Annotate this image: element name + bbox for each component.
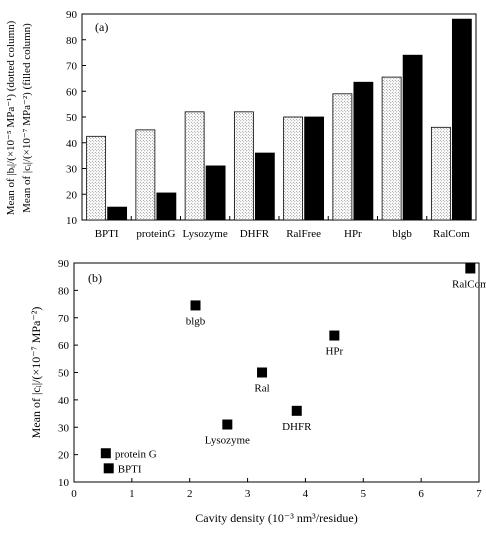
y-tick-label: 20 — [58, 450, 70, 462]
y-tick-label: 80 — [66, 35, 78, 47]
scatter-point — [329, 330, 340, 341]
y-tick-label: 50 — [58, 368, 70, 380]
x-category-label: Lysozyme — [183, 228, 228, 240]
y-axis-label-filled: Mean of |cᵢ|/(×10⁻⁷ MPa⁻²) (filled colum… — [21, 23, 33, 213]
y-tick-label: 60 — [58, 340, 70, 352]
bar-dotted — [283, 116, 304, 221]
bar-dotted — [86, 135, 107, 221]
scatter-point — [291, 405, 302, 416]
bar-filled — [107, 206, 128, 221]
y-tick-label: 10 — [58, 477, 70, 489]
bar-dotted — [184, 111, 205, 221]
y-tick-label: 40 — [66, 138, 78, 150]
scatter-point — [222, 419, 233, 430]
point-label: Lysozyme — [205, 435, 250, 447]
x-tick-label: 5 — [361, 488, 367, 500]
point-label: HPr — [325, 346, 343, 358]
y-tick-label: 80 — [58, 285, 70, 297]
x-axis-label: Cavity density (10⁻³ nm³/residue) — [195, 511, 358, 525]
y-tick-label: 90 — [66, 9, 78, 21]
panel-label: (a) — [95, 20, 108, 34]
point-label: RalCom — [452, 278, 486, 290]
bar-filled — [451, 18, 472, 221]
y-tick-label: 40 — [58, 395, 70, 407]
y-tick-label: 30 — [58, 422, 70, 434]
panel-a-bar-chart: 10 20 30 40 50 60 70 80 90 (a) BPTI proteinG Lysozym… — [5, 9, 477, 240]
bar-dotted — [332, 93, 353, 221]
x-category-label: RalCom — [433, 228, 470, 240]
x-tick-label: 0 — [71, 488, 77, 500]
y-tick-label: 50 — [66, 112, 78, 124]
y-tick-label: 70 — [66, 61, 78, 73]
panel-b-scatter-plot: 10 20 30 40 50 60 70 80 90 0 1 2 3 4 5 6 7 (b) protein G BP… — [29, 258, 486, 525]
y-tick-label: 70 — [58, 313, 70, 325]
bar-dotted — [135, 129, 156, 221]
x-category-label: HPr — [344, 228, 362, 240]
bar-dotted — [430, 126, 451, 221]
scatter-point — [257, 367, 268, 378]
y-tick-label: 10 — [66, 215, 78, 227]
panel-label: (b) — [88, 271, 102, 285]
y-tick-label: 90 — [58, 258, 70, 270]
y-tick-label: 30 — [66, 164, 78, 176]
x-tick-label: 2 — [187, 488, 193, 500]
point-label: BPTI — [118, 463, 142, 475]
y-axis-label: Mean of |cᵢ|/(×10⁻⁷ MPa⁻²) — [29, 307, 43, 439]
x-category-label: blgb — [392, 228, 412, 240]
x-category-label: BPTI — [95, 228, 119, 240]
y-tick-label: 20 — [66, 189, 78, 201]
point-label: protein G — [115, 448, 157, 460]
y-axis-label-dotted: Mean of |bᵢ|/(×10⁻⁵ MPa⁻¹) (dotted colum… — [5, 20, 17, 215]
x-tick-label: 7 — [476, 488, 482, 500]
bar-filled — [205, 165, 226, 221]
x-tick-label: 6 — [418, 488, 424, 500]
bar-filled — [402, 54, 423, 221]
scatter-point — [103, 463, 114, 474]
point-label: Ral — [254, 383, 269, 395]
bar-filled — [353, 81, 374, 221]
scatter-point — [100, 448, 111, 459]
x-category-label: proteinG — [136, 228, 175, 240]
y-tick-label: 60 — [66, 86, 78, 98]
bar-filled — [156, 192, 177, 221]
scatter-point — [190, 300, 201, 311]
bar-filled — [254, 152, 275, 221]
x-tick-label: 4 — [303, 488, 309, 500]
x-category-label: RalFree — [286, 228, 321, 240]
bar-filled — [304, 116, 325, 221]
x-tick-label: 1 — [129, 488, 135, 500]
x-tick-label: 3 — [245, 488, 251, 500]
scatter-point — [465, 263, 476, 274]
bar-dotted — [233, 111, 254, 221]
point-label: DHFR — [282, 421, 312, 433]
bar-dotted — [381, 76, 402, 221]
x-category-label: DHFR — [240, 228, 270, 240]
point-label: blgb — [186, 315, 206, 327]
